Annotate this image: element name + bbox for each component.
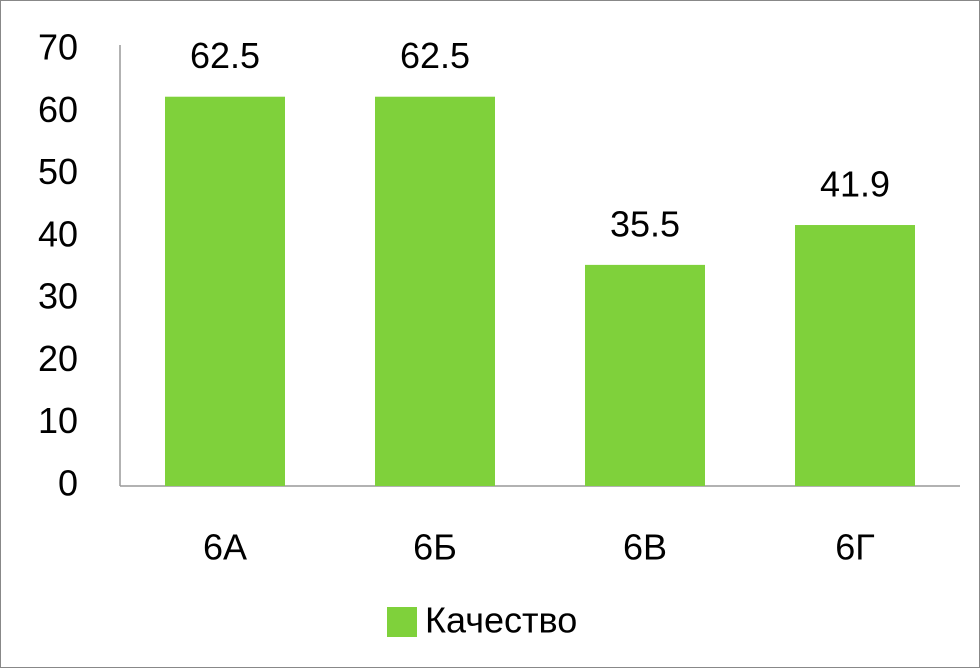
bar <box>165 96 285 486</box>
y-tick-label: 30 <box>38 276 78 317</box>
y-tick-label: 40 <box>38 213 78 254</box>
data-label: 35.5 <box>610 203 680 244</box>
y-tick-label: 60 <box>38 89 78 130</box>
legend-swatch <box>387 607 417 637</box>
y-tick-label: 10 <box>38 400 78 441</box>
x-tick-label: 6В <box>623 527 667 568</box>
y-tick-label: 20 <box>38 338 78 379</box>
data-label: 62.5 <box>400 35 470 76</box>
x-tick-label: 6Б <box>413 527 457 568</box>
legend-label: Качество <box>425 600 577 641</box>
data-label: 62.5 <box>190 35 260 76</box>
bar <box>375 96 495 486</box>
x-tick-label: 6А <box>203 527 247 568</box>
y-tick-label: 50 <box>38 151 78 192</box>
y-tick-label: 70 <box>38 27 78 68</box>
x-tick-label: 6Г <box>835 527 875 568</box>
bar <box>795 225 915 486</box>
y-tick-label: 0 <box>58 463 78 504</box>
data-label: 41.9 <box>820 164 890 205</box>
bar <box>585 264 705 486</box>
